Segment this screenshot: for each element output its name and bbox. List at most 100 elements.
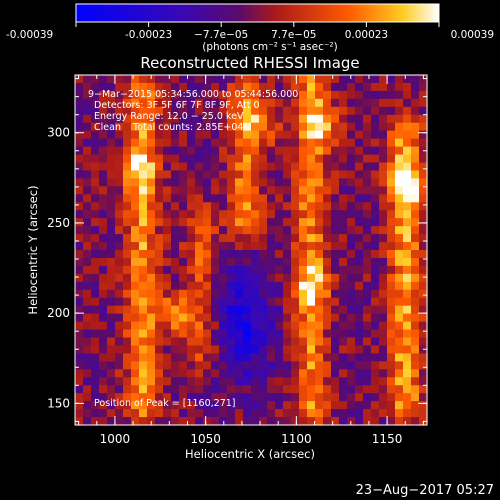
heatmap-cell	[363, 281, 372, 291]
heatmap-cell	[107, 337, 116, 347]
heatmap-cell	[171, 337, 180, 347]
heatmap-cell	[171, 98, 180, 108]
heatmap-cell	[307, 82, 316, 92]
heatmap-cell	[339, 146, 348, 156]
heatmap-cell	[403, 353, 412, 362]
heatmap-cell	[395, 130, 404, 140]
heatmap-cell	[227, 234, 236, 243]
heatmap-cell	[387, 186, 396, 195]
heatmap-cell	[187, 345, 196, 354]
heatmap-cell	[347, 313, 356, 323]
heatmap-cell	[299, 345, 308, 354]
heatmap-cell	[99, 337, 108, 347]
heatmap-cell	[235, 218, 244, 227]
heatmap-cell	[411, 345, 420, 354]
heatmap-cell	[99, 202, 108, 211]
heatmap-cell	[243, 75, 252, 84]
heatmap-cell	[115, 226, 124, 235]
heatmap-cell	[235, 297, 244, 307]
heatmap-cell	[123, 146, 132, 156]
heatmap-cell	[107, 329, 116, 339]
heatmap-cell	[139, 162, 148, 172]
heatmap-cell	[99, 369, 108, 378]
heatmap-cell	[83, 257, 92, 267]
heatmap-cell	[315, 106, 324, 116]
heatmap-cell	[195, 242, 204, 251]
heatmap-cell	[123, 210, 132, 219]
heatmap-cell	[131, 146, 140, 156]
heatmap-cell	[123, 265, 132, 275]
heatmap-cell	[259, 369, 268, 378]
heatmap-cell	[163, 202, 172, 211]
heatmap-cell	[371, 130, 380, 140]
heatmap-cell	[259, 106, 268, 116]
heatmap-cell	[283, 106, 292, 116]
heatmap-cell	[411, 281, 420, 291]
heatmap-cell	[315, 202, 324, 211]
heatmap-cell	[243, 289, 252, 299]
heatmap-cell	[115, 210, 124, 219]
heatmap-cell	[403, 337, 412, 347]
heatmap-cell	[331, 202, 340, 211]
heatmap-cell	[203, 138, 212, 148]
heatmap-cell	[259, 305, 268, 315]
heatmap-cell	[339, 98, 348, 108]
heatmap-cell	[403, 393, 412, 402]
heatmap-cell	[195, 170, 204, 179]
heatmap-cell	[219, 162, 228, 172]
heatmap-cell	[331, 90, 340, 100]
heatmap-cell	[251, 75, 260, 84]
heatmap-cell	[355, 218, 364, 227]
heatmap-cell	[147, 353, 156, 362]
heatmap-cell	[251, 417, 260, 426]
heatmap-cell	[323, 369, 332, 378]
heatmap-cell	[171, 353, 180, 362]
heatmap-cell	[147, 162, 156, 172]
heatmap-cell	[187, 154, 196, 164]
heatmap-cell	[331, 218, 340, 227]
heatmap-cell	[283, 345, 292, 354]
heatmap-cell	[419, 75, 428, 84]
heatmap-cell	[387, 353, 396, 362]
heatmap-cell	[195, 90, 204, 100]
heatmap-cell	[363, 409, 372, 418]
heatmap-cell	[291, 369, 300, 378]
heatmap-cell	[315, 75, 324, 84]
heatmap-cell	[283, 337, 292, 347]
heatmap-cell	[299, 202, 308, 211]
heatmap-cell	[339, 345, 348, 354]
heatmap-cell	[91, 226, 100, 235]
heatmap-cell	[195, 98, 204, 108]
heatmap-cell	[275, 202, 284, 211]
heatmap-cell	[155, 305, 164, 315]
heatmap-cell	[387, 281, 396, 291]
heatmap-cell	[331, 385, 340, 394]
heatmap-cell	[403, 345, 412, 354]
heatmap-cell	[411, 226, 420, 235]
heatmap-cell	[131, 154, 140, 164]
heatmap-cell	[123, 98, 132, 108]
heatmap-cell	[155, 82, 164, 92]
heatmap-cell	[179, 353, 188, 362]
heatmap-cell	[387, 250, 396, 259]
heatmap-cell	[339, 75, 348, 84]
heatmap-cell	[283, 369, 292, 378]
heatmap-cell	[315, 409, 324, 418]
heatmap-cell	[235, 345, 244, 354]
heatmap-cell	[115, 289, 124, 299]
heatmap-cell	[251, 281, 260, 291]
heatmap-cell	[115, 130, 124, 140]
heatmap-cell	[299, 273, 308, 283]
heatmap-cell	[251, 353, 260, 362]
heatmap-cell	[331, 186, 340, 195]
heatmap-cell	[211, 377, 220, 386]
heatmap-cell	[363, 170, 372, 179]
heatmap-cell	[211, 210, 220, 219]
heatmap-cell	[83, 226, 92, 235]
heatmap-cell	[139, 178, 148, 187]
heatmap-cell	[379, 329, 388, 339]
heatmap-cell	[235, 162, 244, 172]
heatmap-cell	[195, 305, 204, 315]
heatmap-cell	[123, 170, 132, 179]
heatmap-cell	[379, 289, 388, 299]
